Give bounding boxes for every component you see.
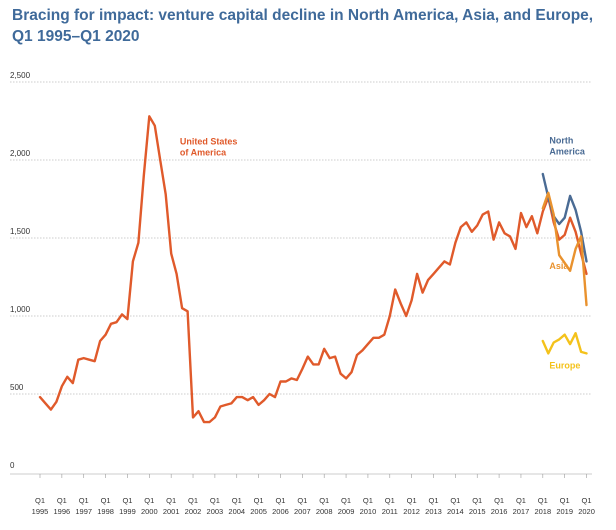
x-tick-year: 2001 <box>163 507 180 516</box>
x-tick-quarter: Q1 <box>122 496 132 505</box>
series-label-europe: Europe <box>549 360 580 370</box>
x-tick-year: 2019 <box>556 507 573 516</box>
x-tick-quarter: Q1 <box>210 496 220 505</box>
x-tick-year: 2005 <box>250 507 267 516</box>
y-axis-ticks: 0 500 1,000 1,500 2,000 2,500 <box>10 71 31 470</box>
y-tick-label: 2,000 <box>10 149 31 158</box>
x-tick-year: 2011 <box>382 507 398 516</box>
x-tick-quarter: Q1 <box>560 496 570 505</box>
y-tick-label: 0 <box>10 461 15 470</box>
x-tick-year: 2015 <box>469 507 486 516</box>
x-tick-year: 2000 <box>141 507 158 516</box>
series-lines <box>38 115 588 424</box>
x-tick-year: 2016 <box>491 507 508 516</box>
x-tick-quarter: Q1 <box>297 496 307 505</box>
x-tick-quarter: Q1 <box>319 496 329 505</box>
x-tick-year: 2006 <box>272 507 289 516</box>
x-tick-quarter: Q1 <box>385 496 395 505</box>
x-tick-quarter: Q1 <box>188 496 198 505</box>
x-tick-year: 2009 <box>338 507 355 516</box>
x-tick-year: 2004 <box>228 507 245 516</box>
x-tick-quarter: Q1 <box>275 496 285 505</box>
x-tick-year: 2007 <box>294 507 311 516</box>
x-axis-ticks: Q1 1995 Q1 1996 Q1 1997 Q1 1998 Q1 1999 Q1 2000 Q1 20… <box>32 474 595 516</box>
x-tick-year: 2010 <box>360 507 377 516</box>
x-tick-quarter: Q1 <box>407 496 417 505</box>
x-tick-quarter: Q1 <box>516 496 526 505</box>
x-tick-year: 2013 <box>425 507 442 516</box>
x-tick-quarter: Q1 <box>450 496 460 505</box>
x-tick-year: 2014 <box>447 507 464 516</box>
x-tick-quarter: Q1 <box>232 496 242 505</box>
gridlines <box>10 81 592 395</box>
series-line-united-states-of-america <box>38 115 588 424</box>
series-line-europe <box>541 332 588 355</box>
x-tick-quarter: Q1 <box>363 496 373 505</box>
x-tick-quarter: Q1 <box>166 496 176 505</box>
x-tick-year: 2020 <box>578 507 595 516</box>
y-tick-label: 2,500 <box>10 71 31 80</box>
y-tick-label: 1,000 <box>10 305 31 314</box>
x-tick-year: 1997 <box>75 507 92 516</box>
y-tick-label: 500 <box>10 383 24 392</box>
x-tick-year: 2017 <box>513 507 530 516</box>
series-label-asia: Asia <box>549 261 569 271</box>
x-tick-quarter: Q1 <box>35 496 45 505</box>
series-label-north-america: America <box>549 147 586 157</box>
x-tick-quarter: Q1 <box>428 496 438 505</box>
series-label-united-states-of-america: United States <box>180 136 238 146</box>
x-tick-quarter: Q1 <box>254 496 264 505</box>
y-tick-label: 1,500 <box>10 227 31 236</box>
series-label-north-america: North <box>549 136 573 146</box>
x-tick-quarter: Q1 <box>79 496 89 505</box>
x-tick-year: 2002 <box>185 507 202 516</box>
x-tick-year: 2008 <box>316 507 333 516</box>
x-tick-year: 1999 <box>119 507 136 516</box>
x-tick-quarter: Q1 <box>144 496 154 505</box>
x-tick-quarter: Q1 <box>494 496 504 505</box>
x-tick-year: 2018 <box>534 507 551 516</box>
x-tick-year: 1998 <box>97 507 114 516</box>
x-tick-quarter: Q1 <box>101 496 111 505</box>
x-tick-year: 1996 <box>54 507 71 516</box>
x-tick-quarter: Q1 <box>57 496 67 505</box>
x-tick-year: 2012 <box>403 507 420 516</box>
x-tick-quarter: Q1 <box>341 496 351 505</box>
x-tick-year: 2003 <box>207 507 224 516</box>
x-tick-year: 1995 <box>32 507 49 516</box>
series-line-asia <box>541 191 588 307</box>
x-tick-quarter: Q1 <box>472 496 482 505</box>
x-tick-quarter: Q1 <box>538 496 548 505</box>
chart-title: Bracing for impact: venture capital decl… <box>12 7 594 45</box>
series-label-united-states-of-america: of America <box>180 147 227 157</box>
x-tick-quarter: Q1 <box>582 496 592 505</box>
